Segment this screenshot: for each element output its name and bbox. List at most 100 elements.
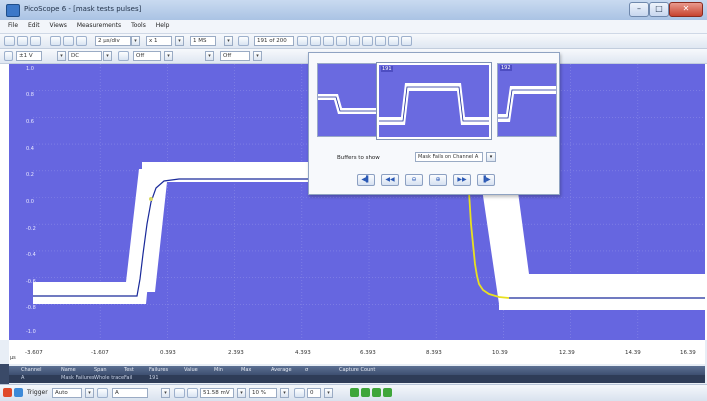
menu-tools[interactable]: Tools: [131, 22, 146, 29]
undo-zoom-icon[interactable]: [388, 36, 399, 46]
buffer-overview-panel: 191 192 Buffers to show Mask Fails on Ch…: [308, 52, 560, 195]
trigger-label: Trigger: [27, 389, 48, 396]
timebase-select[interactable]: 2 µs/div: [95, 36, 131, 46]
buffer-thumbnail[interactable]: [317, 63, 377, 137]
channel-a-button[interactable]: [4, 51, 13, 61]
run-icon[interactable]: [14, 388, 23, 397]
signal-generator-icon[interactable]: [350, 388, 359, 397]
math-channels-icon[interactable]: [361, 388, 370, 397]
hand-tool-icon[interactable]: [336, 36, 347, 46]
zoom-to-fit-icon[interactable]: [401, 36, 412, 46]
trigger-delay-field[interactable]: 0: [307, 388, 321, 398]
range-dropdown[interactable]: ▾: [57, 51, 66, 61]
y-axis-label: 1.0: [26, 66, 34, 72]
col-max[interactable]: Max: [241, 367, 252, 373]
trigger-channel-dropdown[interactable]: ▾: [161, 388, 170, 398]
buffer-overview-icon[interactable]: [310, 36, 321, 46]
channel-c-dropdown[interactable]: ▾: [253, 51, 262, 61]
stop-icon[interactable]: [3, 388, 12, 397]
channel-a-coupling[interactable]: DC: [68, 51, 102, 61]
spectrum-mode-icon[interactable]: [17, 36, 28, 46]
next-buffer-icon[interactable]: [297, 36, 308, 46]
minimize-button[interactable]: –: [629, 2, 649, 17]
channel-b-button[interactable]: [118, 51, 129, 61]
trigger-level-spinner[interactable]: ▾: [237, 388, 246, 398]
buffer-position-field[interactable]: 191 of 200: [254, 36, 294, 46]
zoom-area-icon[interactable]: [375, 36, 386, 46]
measurement-add-icon[interactable]: [383, 388, 392, 397]
trigger-delay-spinner[interactable]: ▾: [324, 388, 333, 398]
channel-c-range-dropdown[interactable]: ▾: [205, 51, 214, 61]
y-axis-label: 0.0: [26, 199, 34, 205]
previous-buffer-icon[interactable]: [238, 36, 249, 46]
buffer-thumbnail-selected[interactable]: 191: [376, 62, 492, 140]
pre-trigger-spinner[interactable]: ▾: [280, 388, 289, 398]
rising-edge-icon[interactable]: [174, 388, 185, 398]
maximize-button[interactable]: □: [649, 2, 669, 17]
channel-a-range[interactable]: ±1 V: [16, 51, 42, 61]
pre-trigger-field[interactable]: 10 %: [249, 388, 277, 398]
cell-name: Mask Failures: [61, 375, 95, 381]
picoscope-app-icon: [6, 4, 20, 17]
zoom-in-thumbnails-button[interactable]: ⊕: [429, 174, 447, 186]
menu-help[interactable]: Help: [155, 22, 170, 29]
previous-buffer-button[interactable]: ◀◀: [381, 174, 399, 186]
timebase-dropdown[interactable]: ▾: [131, 36, 140, 46]
persistence-mode-icon[interactable]: [30, 36, 41, 46]
trigger-edge-icon[interactable]: [97, 388, 108, 398]
col-capture-count[interactable]: Capture Count: [339, 367, 376, 373]
options-icon[interactable]: [76, 36, 87, 46]
zoom-dropdown[interactable]: ▾: [175, 36, 184, 46]
menu-views[interactable]: Views: [49, 22, 67, 29]
reference-icon[interactable]: [372, 388, 381, 397]
y-axis-label: -0.4: [26, 252, 36, 258]
menu-measurements[interactable]: Measurements: [76, 22, 122, 29]
trigger-mode-dropdown[interactable]: ▾: [85, 388, 94, 398]
first-buffer-button[interactable]: ◀▌: [357, 174, 375, 186]
buffer-thumbnail[interactable]: 192: [497, 63, 557, 137]
buffer-filter-select[interactable]: Mask Fails on Channel A: [415, 152, 483, 162]
zoom-out-thumbnails-button[interactable]: ⊖: [405, 174, 423, 186]
col-name[interactable]: Name: [61, 367, 76, 373]
zoom-select[interactable]: x 1: [146, 36, 172, 46]
trigger-channel-select[interactable]: A: [112, 388, 148, 398]
col-failures[interactable]: Failures: [149, 367, 169, 373]
channel-c-state[interactable]: Off: [220, 51, 250, 61]
menu-bar: File Edit Views Measurements Tools Help: [0, 20, 707, 34]
samples-dropdown[interactable]: ▾: [224, 36, 233, 46]
trigger-level-field[interactable]: 51.58 mV: [200, 388, 234, 398]
x-axis-unit: µs: [10, 355, 16, 361]
menu-file[interactable]: File: [8, 22, 19, 29]
col-sigma[interactable]: σ: [305, 367, 309, 373]
channel-b-state[interactable]: Off: [133, 51, 161, 61]
ruler-icon[interactable]: [50, 36, 61, 46]
measure-icon[interactable]: [63, 36, 74, 46]
scope-mode-icon[interactable]: [4, 36, 15, 46]
window-title: PicoScope 6 - [mask tests pulses]: [24, 5, 142, 13]
col-test[interactable]: Test: [124, 367, 134, 373]
samples-select[interactable]: 1 MS: [190, 36, 216, 46]
col-min[interactable]: Min: [214, 367, 223, 373]
col-value[interactable]: Value: [184, 367, 198, 373]
buffer-filter-dropdown[interactable]: ▾: [486, 152, 496, 162]
col-average[interactable]: Average: [271, 367, 292, 373]
x-axis-label: 16.39: [680, 350, 696, 356]
next-buffer-button[interactable]: ▶▶: [453, 174, 471, 186]
pointer-tool-icon[interactable]: [323, 36, 334, 46]
last-buffer-button[interactable]: ▐▶: [477, 174, 495, 186]
x-axis-label: 0.393: [160, 350, 176, 356]
zoom-out-icon[interactable]: [362, 36, 373, 46]
falling-edge-icon[interactable]: [187, 388, 198, 398]
y-axis-label: 0.8: [26, 92, 34, 98]
coupling-dropdown[interactable]: ▾: [103, 51, 112, 61]
menu-edit[interactable]: Edit: [27, 22, 40, 29]
zoom-in-icon[interactable]: [349, 36, 360, 46]
y-axis-label: -1.0: [26, 329, 36, 335]
col-channel[interactable]: Channel: [21, 367, 42, 373]
trigger-mode-select[interactable]: Auto: [52, 388, 82, 398]
close-button[interactable]: ✕: [669, 2, 703, 17]
table-row[interactable]: A Mask Failures Whole trace Fail 191: [9, 375, 705, 383]
trigger-delay-icon[interactable]: [294, 388, 305, 398]
channel-b-dropdown[interactable]: ▾: [164, 51, 173, 61]
col-span[interactable]: Span: [94, 367, 107, 373]
